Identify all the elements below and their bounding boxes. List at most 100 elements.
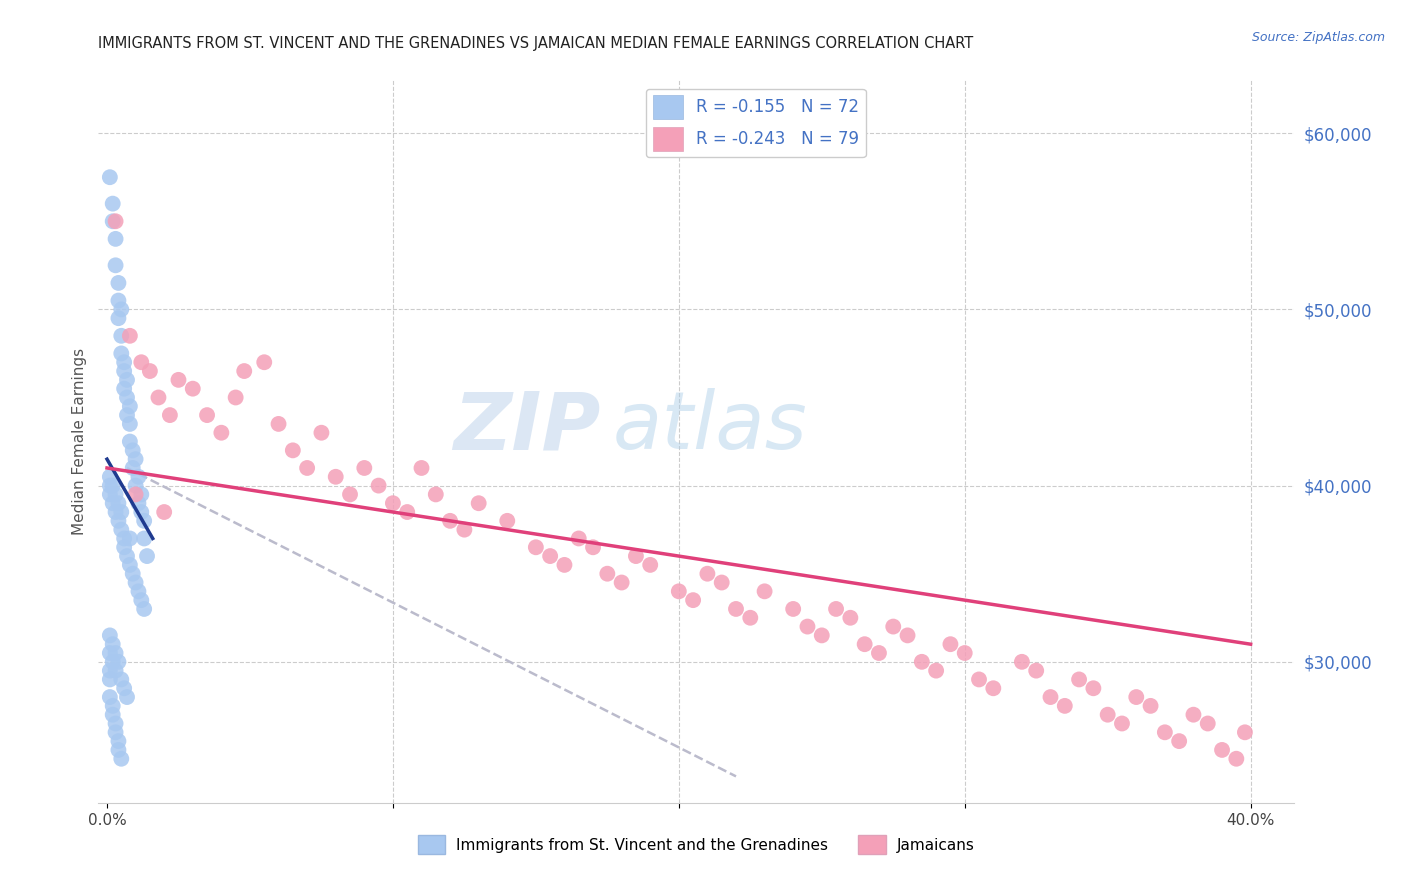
Point bbox=[107, 293, 129, 308]
Point bbox=[98, 673, 121, 687]
Text: ZIP: ZIP bbox=[453, 388, 600, 467]
Point bbox=[939, 637, 962, 651]
Point bbox=[153, 505, 176, 519]
Point bbox=[115, 549, 138, 563]
Point bbox=[925, 664, 948, 678]
Point bbox=[104, 725, 127, 739]
Point bbox=[911, 655, 934, 669]
Point bbox=[101, 707, 124, 722]
Point bbox=[253, 355, 276, 369]
Point bbox=[98, 664, 121, 678]
Point bbox=[101, 478, 124, 492]
Point bbox=[1225, 752, 1247, 766]
Point bbox=[118, 558, 141, 572]
Point bbox=[882, 619, 904, 633]
Point bbox=[295, 461, 318, 475]
Point bbox=[1211, 743, 1233, 757]
Point bbox=[118, 417, 141, 431]
Point bbox=[98, 628, 121, 642]
Point bbox=[339, 487, 361, 501]
Point bbox=[101, 698, 124, 713]
Point bbox=[121, 461, 143, 475]
Point bbox=[115, 408, 138, 422]
Point bbox=[115, 391, 138, 405]
Point bbox=[134, 514, 156, 528]
Point bbox=[696, 566, 718, 581]
Point bbox=[467, 496, 489, 510]
Point bbox=[582, 541, 605, 555]
Point bbox=[110, 752, 132, 766]
Point bbox=[127, 496, 149, 510]
Point bbox=[1153, 725, 1175, 739]
Point bbox=[98, 470, 121, 484]
Point bbox=[225, 391, 247, 405]
Point bbox=[1025, 664, 1047, 678]
Point bbox=[839, 611, 862, 625]
Point bbox=[233, 364, 256, 378]
Point bbox=[1067, 673, 1090, 687]
Point bbox=[953, 646, 976, 660]
Point bbox=[159, 408, 181, 422]
Point bbox=[1197, 716, 1219, 731]
Point bbox=[353, 461, 375, 475]
Point bbox=[115, 690, 138, 704]
Point bbox=[396, 505, 419, 519]
Point bbox=[281, 443, 304, 458]
Point bbox=[104, 664, 127, 678]
Point bbox=[381, 496, 404, 510]
Point bbox=[439, 514, 461, 528]
Point bbox=[107, 734, 129, 748]
Point bbox=[782, 602, 804, 616]
Point bbox=[134, 532, 156, 546]
Point bbox=[118, 434, 141, 449]
Point bbox=[1097, 707, 1119, 722]
Point bbox=[411, 461, 433, 475]
Point bbox=[1039, 690, 1062, 704]
Point bbox=[110, 505, 132, 519]
Point bbox=[136, 549, 159, 563]
Point bbox=[101, 655, 124, 669]
Point bbox=[107, 655, 129, 669]
Point bbox=[110, 302, 132, 317]
Point bbox=[98, 487, 121, 501]
Point bbox=[112, 681, 135, 696]
Text: IMMIGRANTS FROM ST. VINCENT AND THE GRENADINES VS JAMAICAN MEDIAN FEMALE EARNING: IMMIGRANTS FROM ST. VINCENT AND THE GREN… bbox=[98, 36, 974, 51]
Point bbox=[127, 584, 149, 599]
Point bbox=[110, 328, 132, 343]
Text: Source: ZipAtlas.com: Source: ZipAtlas.com bbox=[1251, 31, 1385, 45]
Point bbox=[104, 646, 127, 660]
Point bbox=[810, 628, 832, 642]
Point bbox=[796, 619, 818, 633]
Point bbox=[367, 478, 389, 492]
Point bbox=[124, 575, 146, 590]
Point bbox=[868, 646, 890, 660]
Point bbox=[181, 382, 204, 396]
Point bbox=[98, 478, 121, 492]
Point bbox=[1139, 698, 1161, 713]
Point bbox=[98, 646, 121, 660]
Point bbox=[98, 690, 121, 704]
Point bbox=[596, 566, 619, 581]
Point bbox=[115, 373, 138, 387]
Point bbox=[104, 214, 127, 228]
Point bbox=[853, 637, 876, 651]
Point bbox=[825, 602, 848, 616]
Point bbox=[553, 558, 575, 572]
Point bbox=[134, 602, 156, 616]
Point bbox=[101, 637, 124, 651]
Point bbox=[638, 558, 661, 572]
Point bbox=[740, 611, 762, 625]
Point bbox=[124, 452, 146, 467]
Point bbox=[896, 628, 918, 642]
Point bbox=[754, 584, 776, 599]
Point bbox=[112, 532, 135, 546]
Point bbox=[110, 523, 132, 537]
Y-axis label: Median Female Earnings: Median Female Earnings bbox=[72, 348, 87, 535]
Point bbox=[104, 258, 127, 272]
Point bbox=[524, 541, 547, 555]
Point bbox=[311, 425, 333, 440]
Point bbox=[710, 575, 733, 590]
Point bbox=[1083, 681, 1105, 696]
Point bbox=[496, 514, 519, 528]
Point bbox=[425, 487, 447, 501]
